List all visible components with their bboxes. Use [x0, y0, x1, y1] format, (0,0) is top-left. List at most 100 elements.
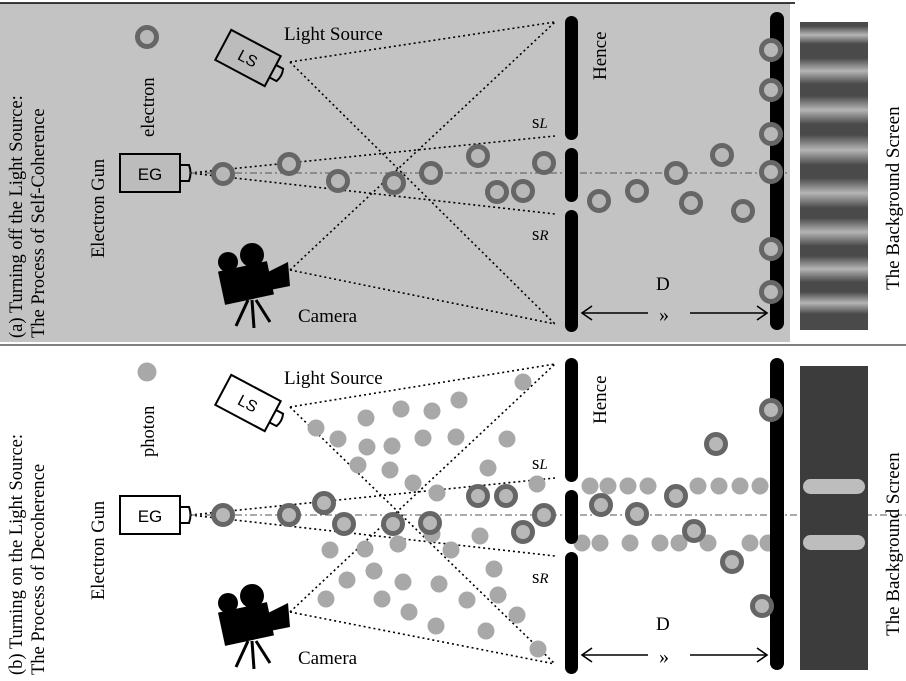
electron	[720, 550, 744, 574]
photon	[670, 534, 688, 552]
photon	[442, 541, 460, 559]
electron	[532, 503, 556, 527]
panel-b-distance-mark: »	[659, 646, 669, 668]
photon	[710, 477, 728, 495]
electron-gun-icon	[119, 153, 192, 193]
photon	[356, 540, 374, 558]
electron	[682, 519, 706, 543]
electron	[485, 180, 509, 204]
photon	[357, 409, 375, 427]
photon	[394, 573, 412, 591]
panel-b-gun-label: Electron Gun	[89, 501, 109, 600]
photon	[338, 571, 356, 589]
photon	[404, 474, 422, 492]
panel-b-hence-label: Hence	[590, 375, 611, 424]
camera-icon	[218, 584, 290, 670]
electron	[418, 511, 442, 535]
panel-a-hence-label: Hence	[590, 31, 611, 80]
electron	[332, 512, 356, 536]
panel-a-distance-label: D	[656, 274, 670, 295]
panel-a-electrons	[211, 38, 783, 304]
electron	[664, 161, 688, 185]
panel-b-camera-label: Camera	[298, 648, 358, 669]
electron-gun-box-label: EG	[138, 165, 163, 184]
panel-a-light-source-label: Light Source	[284, 24, 383, 45]
panel-a-slit-right-label: sR	[532, 224, 549, 245]
panel-b-screen-label: The Background Screen	[883, 452, 904, 636]
photon	[321, 541, 339, 559]
panel-b-caption-line1: (b) Turning on the Light Source:	[7, 434, 27, 675]
electron-gun-box-label: EG	[138, 507, 163, 526]
photon	[349, 456, 367, 474]
panel-b-band-pattern	[800, 366, 868, 670]
electron	[277, 503, 301, 527]
electron	[679, 191, 703, 215]
photon	[485, 560, 503, 578]
electron	[532, 151, 556, 175]
photon	[381, 461, 399, 479]
photon	[731, 477, 749, 495]
electron	[494, 484, 518, 508]
panel-b-distance-arrow	[580, 647, 769, 663]
electron	[211, 162, 235, 186]
panel-a-fringe-pattern	[800, 22, 868, 330]
legend-electron-icon	[135, 25, 159, 49]
electron	[731, 199, 755, 223]
electron	[277, 152, 301, 176]
electron	[759, 280, 783, 304]
electron-gun-icon	[119, 495, 192, 535]
panel-a-distance-mark: »	[659, 304, 669, 326]
electron	[466, 484, 490, 508]
electron	[750, 594, 774, 618]
panel-a-caption-line1: (a) Turning off the Light Source:	[7, 95, 27, 338]
electron	[381, 512, 405, 536]
electron	[759, 160, 783, 184]
photon	[389, 535, 407, 553]
photon	[329, 430, 347, 448]
panel-b-slit-left-label: sL	[532, 453, 548, 474]
panel-b-electrons	[211, 398, 783, 618]
electron	[759, 78, 783, 102]
photon	[529, 640, 547, 658]
electron	[759, 38, 783, 62]
photon	[358, 438, 376, 456]
panel-b-detector-screen	[770, 358, 784, 670]
photon	[373, 590, 391, 608]
panel-b: (b) Turning on the Light Source: The Pro…	[0, 346, 906, 681]
panel-b-slit-barrier	[565, 358, 578, 674]
panel-a-slit-left-label: sL	[532, 112, 548, 133]
electron	[625, 179, 649, 203]
electron	[704, 432, 728, 456]
photon	[599, 477, 617, 495]
light-source-icon: LS	[213, 373, 285, 433]
photon	[581, 477, 599, 495]
photon	[528, 475, 546, 493]
electron	[625, 502, 649, 526]
electron	[759, 398, 783, 422]
photon	[479, 459, 497, 477]
photon	[430, 575, 448, 593]
photon	[317, 590, 335, 608]
panel-a: (a) Turning off the Light Source: The Pr…	[0, 2, 904, 342]
photon	[365, 562, 383, 580]
photon	[450, 391, 468, 409]
electron	[759, 122, 783, 146]
panel-b-beam-lines	[189, 363, 556, 665]
electron	[511, 179, 535, 203]
light-source-icon: LS	[213, 28, 285, 88]
photon	[392, 400, 410, 418]
panel-b-photons	[307, 373, 777, 658]
photon	[498, 430, 516, 448]
photon	[699, 534, 717, 552]
electron	[664, 484, 688, 508]
photon	[751, 477, 769, 495]
photon	[458, 591, 476, 609]
panel-a-gun-label: Electron Gun	[89, 159, 109, 258]
photon	[423, 402, 441, 420]
electron	[589, 493, 613, 517]
electron	[759, 237, 783, 261]
legend-photon-icon	[137, 362, 157, 382]
photon	[651, 534, 669, 552]
panel-a-legend-label: electron	[139, 77, 159, 137]
